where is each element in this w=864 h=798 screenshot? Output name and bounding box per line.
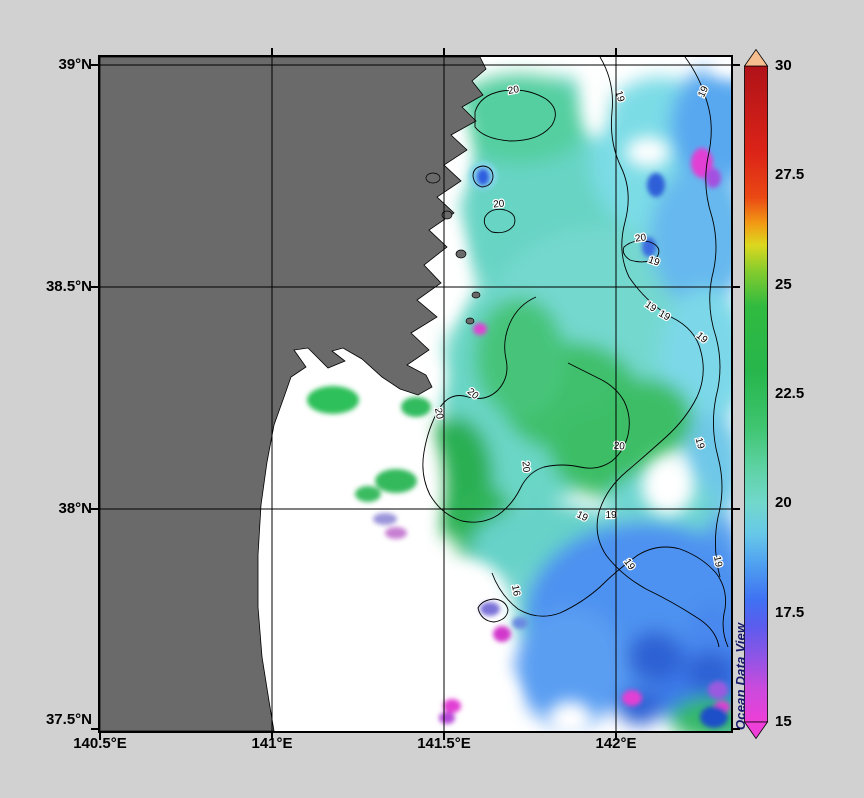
y-axis-tick-right xyxy=(733,64,740,66)
map-plot-area[interactable]: 20 20 20 20 20 20 20 19 19 19 19 19 19 19 19 19 19 19 16 xyxy=(98,55,733,733)
y-axis-tick xyxy=(91,508,98,510)
contour-label: 19 xyxy=(693,437,707,451)
contour-label: 20 xyxy=(520,461,532,473)
colorbar-tick-label: 22.5 xyxy=(775,385,805,402)
y-axis-tick-right xyxy=(733,286,740,288)
y-axis-tick-label: 37.5°N xyxy=(45,711,92,728)
x-axis-tick-label: 141.5°E xyxy=(417,735,471,752)
y-axis-tick-right xyxy=(733,728,740,730)
island xyxy=(465,317,475,325)
y-axis-tick-right xyxy=(733,508,740,510)
colorbar-arrow-high xyxy=(744,49,769,67)
odv-watermark: Ocean Data View xyxy=(733,622,748,730)
contour-label: 20 xyxy=(432,407,445,420)
land-mass xyxy=(100,57,487,731)
coordinate-grid xyxy=(100,57,731,731)
y-axis-tick xyxy=(91,64,98,66)
island xyxy=(471,291,481,299)
contour-label: 20 xyxy=(613,441,625,453)
temperature-spots xyxy=(307,148,730,728)
x-axis-tick-label: 140.5°E xyxy=(73,735,127,752)
colorbar-tick-label: 20 xyxy=(775,494,792,512)
x-axis-tick xyxy=(99,733,101,740)
x-axis-tick-label: 142°E xyxy=(595,735,637,752)
y-axis-tick-label: 39°N xyxy=(58,56,92,73)
contour-label: 20 xyxy=(634,232,647,245)
y-axis-tick xyxy=(91,728,98,730)
colorbar-tick-label: 15 xyxy=(775,713,792,730)
y-axis-tick-label: 38.5°N xyxy=(45,278,92,295)
y-axis-tick xyxy=(91,286,98,288)
x-axis-tick-label: 141°E xyxy=(251,735,293,752)
colorbar-tick-label: 25 xyxy=(775,275,792,293)
contour-label: 20 xyxy=(507,84,520,97)
contour-label: 20 xyxy=(493,199,505,211)
x-axis-tick xyxy=(271,733,273,740)
x-axis-tick xyxy=(615,733,617,740)
island xyxy=(425,172,441,184)
contour-label: 19 xyxy=(711,555,724,568)
y-axis-tick-label: 38°N xyxy=(58,500,92,517)
island xyxy=(455,249,467,259)
x-axis-tick xyxy=(443,733,445,740)
x-axis-tick-top xyxy=(615,48,617,55)
colorbar-arrow-low xyxy=(744,721,769,739)
x-axis-tick-top xyxy=(443,48,445,55)
contour-label: 19 xyxy=(605,510,617,521)
colorbar xyxy=(744,49,769,739)
colorbar-tick-label: 30 xyxy=(775,57,792,74)
colorbar-tick-label: 27.5 xyxy=(775,166,805,184)
no-data-patches xyxy=(255,57,731,731)
colorbar-tick-label: 17.5 xyxy=(775,603,805,621)
x-axis-tick-top xyxy=(271,48,273,55)
contour-label: 16 xyxy=(509,584,522,597)
